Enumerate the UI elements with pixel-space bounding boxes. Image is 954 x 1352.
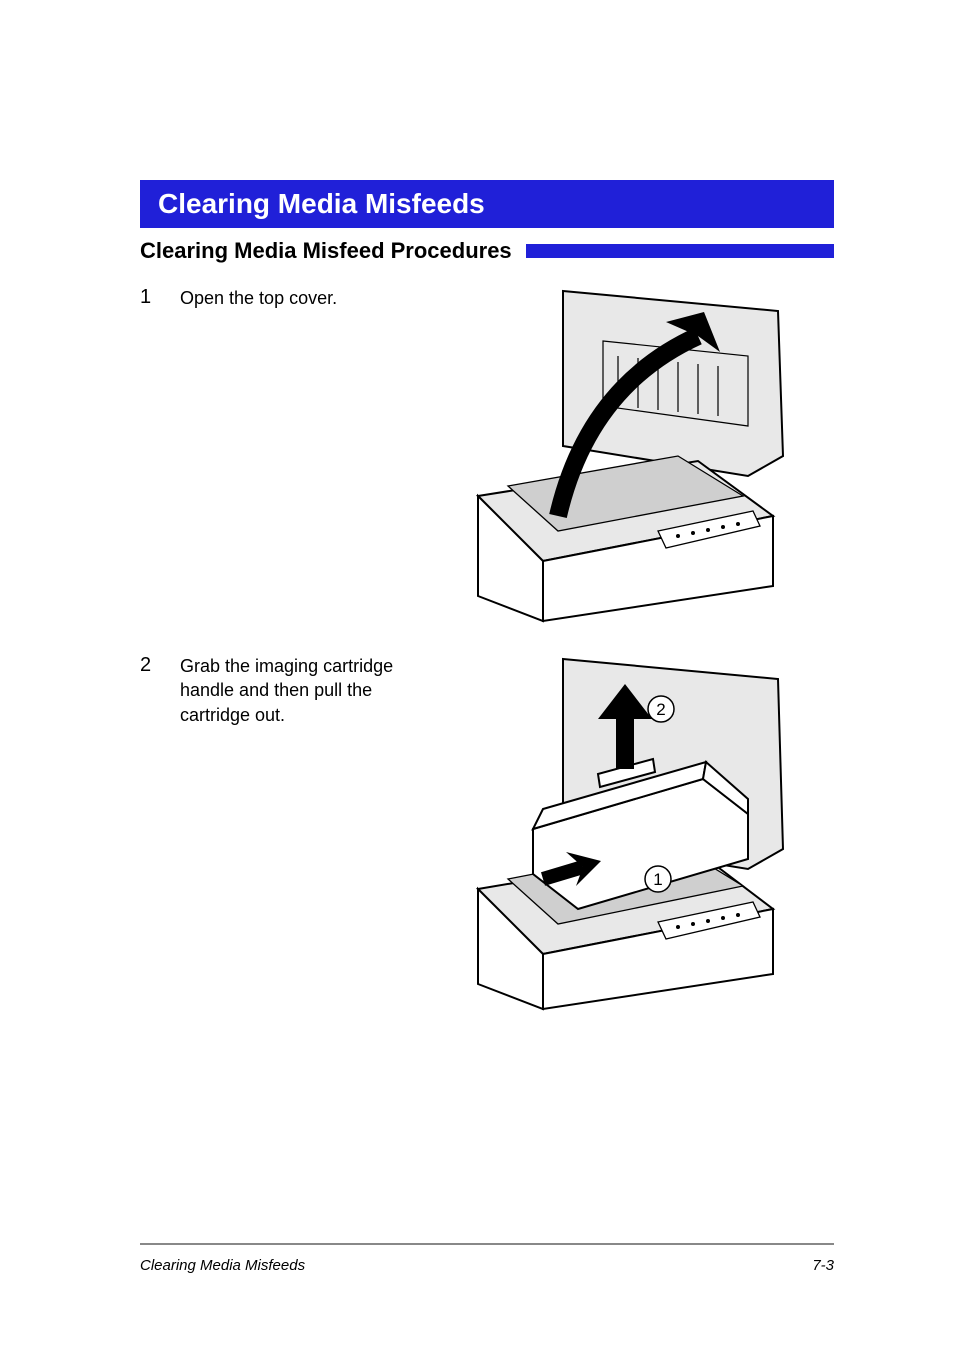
printer-open-cover-icon <box>448 286 788 626</box>
section-title-bar: Clearing Media Misfeeds <box>140 180 834 228</box>
callout-1-icon: 1 <box>645 866 671 892</box>
svg-text:1: 1 <box>653 870 662 889</box>
step-row: 1 Open the top cover. <box>140 286 834 626</box>
step-body: Grab the imaging cartridge handle and th… <box>180 654 420 727</box>
footer-rule <box>140 1243 834 1245</box>
footer-row: Clearing Media Misfeeds 7-3 <box>140 1257 834 1274</box>
page: Clearing Media Misfeeds Clearing Media M… <box>0 0 954 1352</box>
step-number: 1 <box>140 286 158 309</box>
section-title: Clearing Media Misfeeds <box>158 188 485 220</box>
step-text-block: 2 Grab the imaging cartridge handle and … <box>140 654 420 727</box>
footer-left: Clearing Media Misfeeds <box>140 1257 305 1274</box>
svg-text:2: 2 <box>656 700 665 719</box>
subsection-title: Clearing Media Misfeed Procedures <box>140 238 512 264</box>
step-text-block: 1 Open the top cover. <box>140 286 420 310</box>
step-row: 2 Grab the imaging cartridge handle and … <box>140 654 834 1014</box>
subsection-rule <box>526 244 834 258</box>
step-body: Open the top cover. <box>180 286 337 310</box>
footer-page-number: 7-3 <box>812 1257 834 1274</box>
step-figure: 1 2 <box>448 654 834 1014</box>
step-figure <box>448 286 834 626</box>
remove-cartridge-icon: 1 2 <box>448 654 788 1014</box>
subsection-row: Clearing Media Misfeed Procedures <box>140 238 834 264</box>
step-number: 2 <box>140 654 158 677</box>
callout-2-icon: 2 <box>648 696 674 722</box>
page-footer: Clearing Media Misfeeds 7-3 <box>140 1243 834 1274</box>
